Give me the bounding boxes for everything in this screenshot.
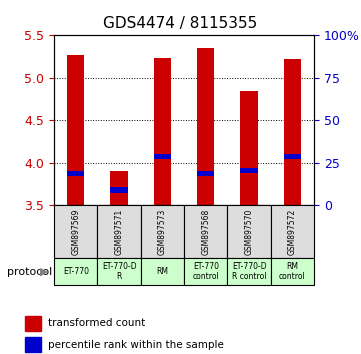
Text: GSM897568: GSM897568 bbox=[201, 209, 210, 255]
Bar bbox=[271, 258, 314, 285]
Text: percentile rank within the sample: percentile rank within the sample bbox=[48, 339, 224, 350]
Text: GSM897570: GSM897570 bbox=[245, 209, 253, 255]
Bar bbox=[97, 205, 141, 258]
Bar bbox=[141, 258, 184, 285]
Text: GSM897571: GSM897571 bbox=[115, 209, 123, 255]
Text: ET-770-D
R control: ET-770-D R control bbox=[232, 262, 266, 281]
Bar bbox=[97, 258, 141, 285]
Bar bbox=[240, 168, 258, 173]
Bar bbox=[197, 171, 214, 176]
Text: ET-770: ET-770 bbox=[63, 267, 89, 276]
Bar bbox=[54, 205, 97, 258]
Text: RM: RM bbox=[156, 267, 169, 276]
Bar bbox=[110, 171, 128, 205]
Bar bbox=[110, 188, 128, 193]
Bar bbox=[25, 316, 41, 331]
Bar bbox=[271, 205, 314, 258]
Bar bbox=[184, 258, 227, 285]
Bar bbox=[284, 154, 301, 159]
Bar bbox=[154, 154, 171, 159]
Text: RM
control: RM control bbox=[279, 262, 306, 281]
Bar bbox=[67, 55, 84, 205]
Text: GSM897572: GSM897572 bbox=[288, 209, 297, 255]
Bar bbox=[227, 205, 271, 258]
Bar bbox=[240, 91, 258, 205]
Bar bbox=[54, 258, 97, 285]
Text: GDS4474 / 8115355: GDS4474 / 8115355 bbox=[103, 16, 258, 30]
Text: GSM897569: GSM897569 bbox=[71, 209, 80, 255]
Bar bbox=[25, 337, 41, 352]
Text: GSM897573: GSM897573 bbox=[158, 209, 167, 255]
Text: protocol: protocol bbox=[7, 267, 52, 276]
Text: ET-770
control: ET-770 control bbox=[192, 262, 219, 281]
Text: transformed count: transformed count bbox=[48, 318, 145, 329]
Bar bbox=[184, 205, 227, 258]
Bar bbox=[67, 171, 84, 176]
Bar bbox=[141, 205, 184, 258]
Bar bbox=[197, 48, 214, 205]
Bar bbox=[284, 59, 301, 205]
Bar bbox=[227, 258, 271, 285]
Bar bbox=[154, 58, 171, 205]
Text: ET-770-D
R: ET-770-D R bbox=[102, 262, 136, 281]
Text: ▶: ▶ bbox=[40, 267, 49, 276]
